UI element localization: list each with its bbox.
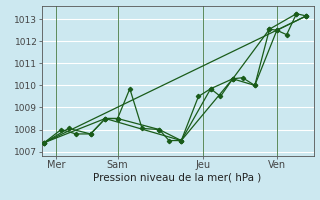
X-axis label: Pression niveau de la mer( hPa ): Pression niveau de la mer( hPa ) <box>93 173 262 183</box>
